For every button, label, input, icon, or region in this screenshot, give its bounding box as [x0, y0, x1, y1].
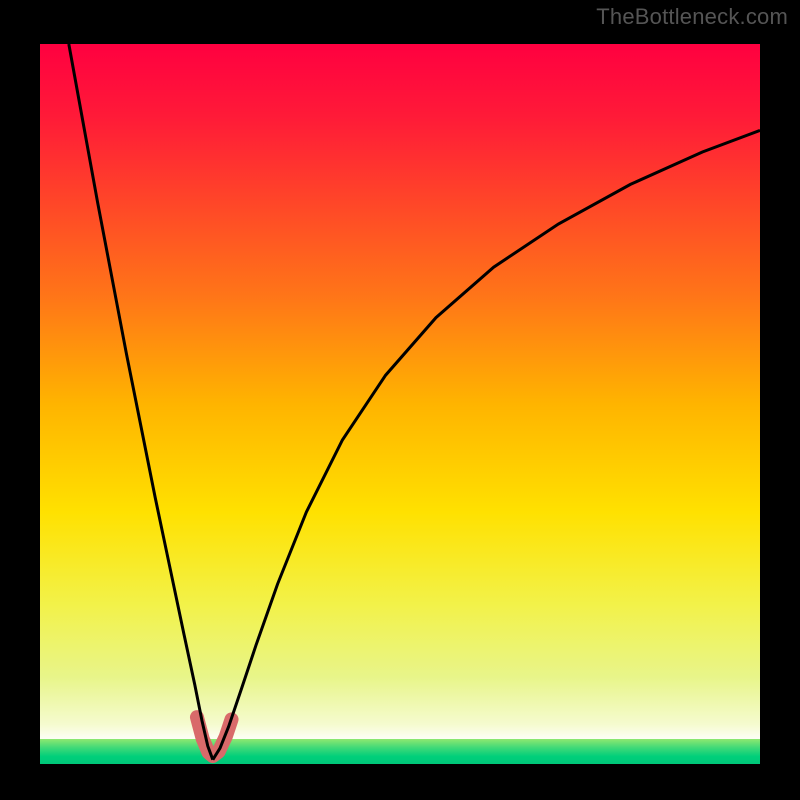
plot-area [40, 44, 760, 764]
bottleneck-curve [40, 44, 760, 764]
chart-container: TheBottleneck.com [0, 0, 800, 800]
curve-left-branch [69, 44, 213, 760]
curve-right-branch [213, 130, 760, 759]
watermark-text: TheBottleneck.com [596, 4, 788, 30]
